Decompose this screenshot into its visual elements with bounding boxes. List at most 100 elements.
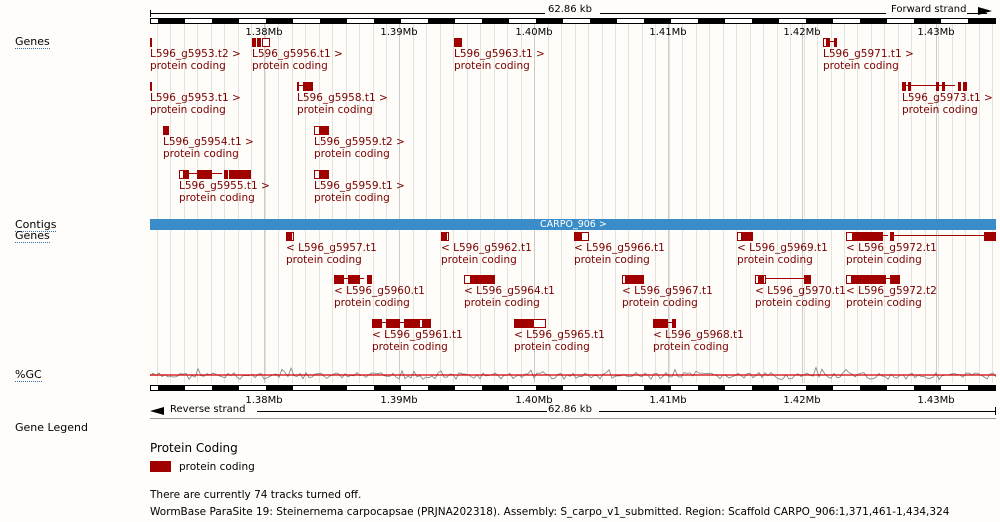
coding-exon[interactable] <box>367 275 372 284</box>
gene-id-label[interactable]: < L596_g5968.t1 <box>653 329 744 341</box>
coding-exon[interactable] <box>514 319 534 328</box>
utr-exon[interactable] <box>291 232 294 241</box>
coding-exon[interactable] <box>441 232 449 241</box>
gc-plot <box>150 366 996 381</box>
gene-id-label[interactable]: L596_g5971.t1 > <box>823 48 914 60</box>
coding-exon[interactable] <box>286 232 294 241</box>
utr-exon[interactable] <box>763 275 766 284</box>
coding-exon[interactable] <box>297 82 299 91</box>
gene-id-label[interactable]: < L596_g5970.t1 <box>755 285 846 297</box>
coding-exon[interactable] <box>150 38 152 47</box>
coding-exon[interactable] <box>150 82 152 91</box>
gene-id-label[interactable]: L596_g5956.t1 > <box>252 48 343 60</box>
coding-exon[interactable] <box>741 232 753 241</box>
gene-id-label[interactable]: < L596_g5964.t1 <box>464 285 555 297</box>
coding-exon[interactable] <box>826 38 830 47</box>
coding-exon[interactable] <box>963 82 967 91</box>
utr-exon[interactable] <box>846 275 852 284</box>
coding-exon[interactable] <box>163 126 169 135</box>
intron[interactable] <box>830 41 834 42</box>
coding-exon[interactable] <box>257 38 261 47</box>
coding-exon[interactable] <box>197 170 212 179</box>
track-label-gc[interactable]: %GC <box>15 368 42 382</box>
coding-exon[interactable] <box>890 232 894 241</box>
gene-id-label[interactable]: < L596_g5966.t1 <box>574 242 665 254</box>
coding-exon[interactable] <box>853 232 883 241</box>
gene-id-label[interactable]: L596_g5954.t1 > <box>163 136 254 148</box>
utr-exon[interactable] <box>262 38 270 47</box>
coding-exon[interactable] <box>319 126 329 135</box>
gene-id-label[interactable]: L596_g5958.t1 > <box>297 92 388 104</box>
intron[interactable] <box>939 85 943 86</box>
intron[interactable] <box>766 278 804 279</box>
intron[interactable] <box>382 322 386 323</box>
utr-exon[interactable] <box>581 232 589 241</box>
gene-id-label[interactable]: < L596_g5962.t1 <box>441 242 532 254</box>
intron[interactable] <box>299 85 303 86</box>
coding-exon[interactable] <box>936 82 939 91</box>
intron[interactable] <box>668 322 672 323</box>
coding-exon[interactable] <box>574 232 581 241</box>
coding-exon[interactable] <box>348 275 360 284</box>
contig-bar[interactable] <box>150 219 996 230</box>
intron[interactable] <box>886 278 890 279</box>
coding-exon[interactable] <box>319 170 329 179</box>
coding-exon[interactable] <box>834 38 837 47</box>
intron[interactable] <box>894 235 984 236</box>
gene-id-label[interactable]: < L596_g5965.t1 <box>514 329 605 341</box>
coding-exon[interactable] <box>653 319 668 328</box>
coding-exon[interactable] <box>984 232 996 241</box>
intron[interactable] <box>344 278 348 279</box>
coding-exon[interactable] <box>303 82 313 91</box>
coding-exon[interactable] <box>804 275 811 284</box>
gene-id-label[interactable]: < L596_g5972.t2 <box>846 285 937 297</box>
gene-id-label[interactable]: < L596_g5961.t1 <box>372 329 463 341</box>
intron[interactable] <box>400 322 404 323</box>
coding-exon[interactable] <box>229 170 251 179</box>
utr-exon[interactable] <box>446 232 449 241</box>
utr-exon[interactable] <box>846 232 853 241</box>
gene-id-label[interactable]: < L596_g5969.t1 <box>737 242 828 254</box>
coding-exon[interactable] <box>334 275 344 284</box>
gene-id-label[interactable]: < L596_g5972.t1 <box>846 242 937 254</box>
coding-exon[interactable] <box>625 275 644 284</box>
utr-exon[interactable] <box>419 319 423 328</box>
gene-id-label[interactable]: L596_g5953.t2 > <box>150 48 241 60</box>
coding-exon[interactable] <box>958 82 961 91</box>
coding-exon[interactable] <box>852 275 886 284</box>
gene-id-label[interactable]: < L596_g5960.t1 <box>334 285 425 297</box>
gene-id-label[interactable]: < L596_g5957.t1 <box>286 242 377 254</box>
coding-exon[interactable] <box>672 319 676 328</box>
track-label-genes-forward[interactable]: Genes <box>15 35 50 49</box>
coding-exon[interactable] <box>224 170 228 179</box>
gene-id-label[interactable]: L596_g5959.t1 > <box>314 180 405 192</box>
gene-id-label[interactable]: < L596_g5967.t1 <box>622 285 713 297</box>
gene-id-label[interactable]: L596_g5963.t1 > <box>454 48 545 60</box>
coding-exon[interactable] <box>890 275 900 284</box>
coding-exon[interactable] <box>252 38 256 47</box>
intron[interactable] <box>883 235 888 236</box>
intron[interactable] <box>360 278 364 279</box>
intron[interactable] <box>189 173 197 174</box>
gene-id-label[interactable]: L596_g5953.t1 > <box>150 92 241 104</box>
coding-exon[interactable] <box>404 319 419 328</box>
gene-id-label[interactable]: L596_g5955.t1 > <box>179 180 270 192</box>
gene-id-label[interactable]: L596_g5959.t2 > <box>314 136 405 148</box>
track-label-genes-reverse[interactable]: Genes <box>15 229 50 243</box>
intron[interactable] <box>212 173 222 174</box>
coding-exon[interactable] <box>470 275 495 284</box>
track-label-contigs[interactable]: Contigs <box>15 218 57 232</box>
utr-exon[interactable] <box>755 275 759 284</box>
coding-exon[interactable] <box>942 82 945 91</box>
coding-exon[interactable] <box>454 38 462 47</box>
gene-id-label[interactable]: L596_g5973.t1 > <box>902 92 993 104</box>
intron[interactable] <box>945 85 955 86</box>
coding-exon[interactable] <box>423 319 431 328</box>
coding-exon[interactable] <box>759 275 763 284</box>
coding-exon[interactable] <box>902 82 906 91</box>
coding-exon[interactable] <box>183 170 189 179</box>
coding-exon[interactable] <box>372 319 382 328</box>
coding-exon[interactable] <box>908 82 911 91</box>
intron[interactable] <box>911 85 936 86</box>
coding-exon[interactable] <box>386 319 400 328</box>
